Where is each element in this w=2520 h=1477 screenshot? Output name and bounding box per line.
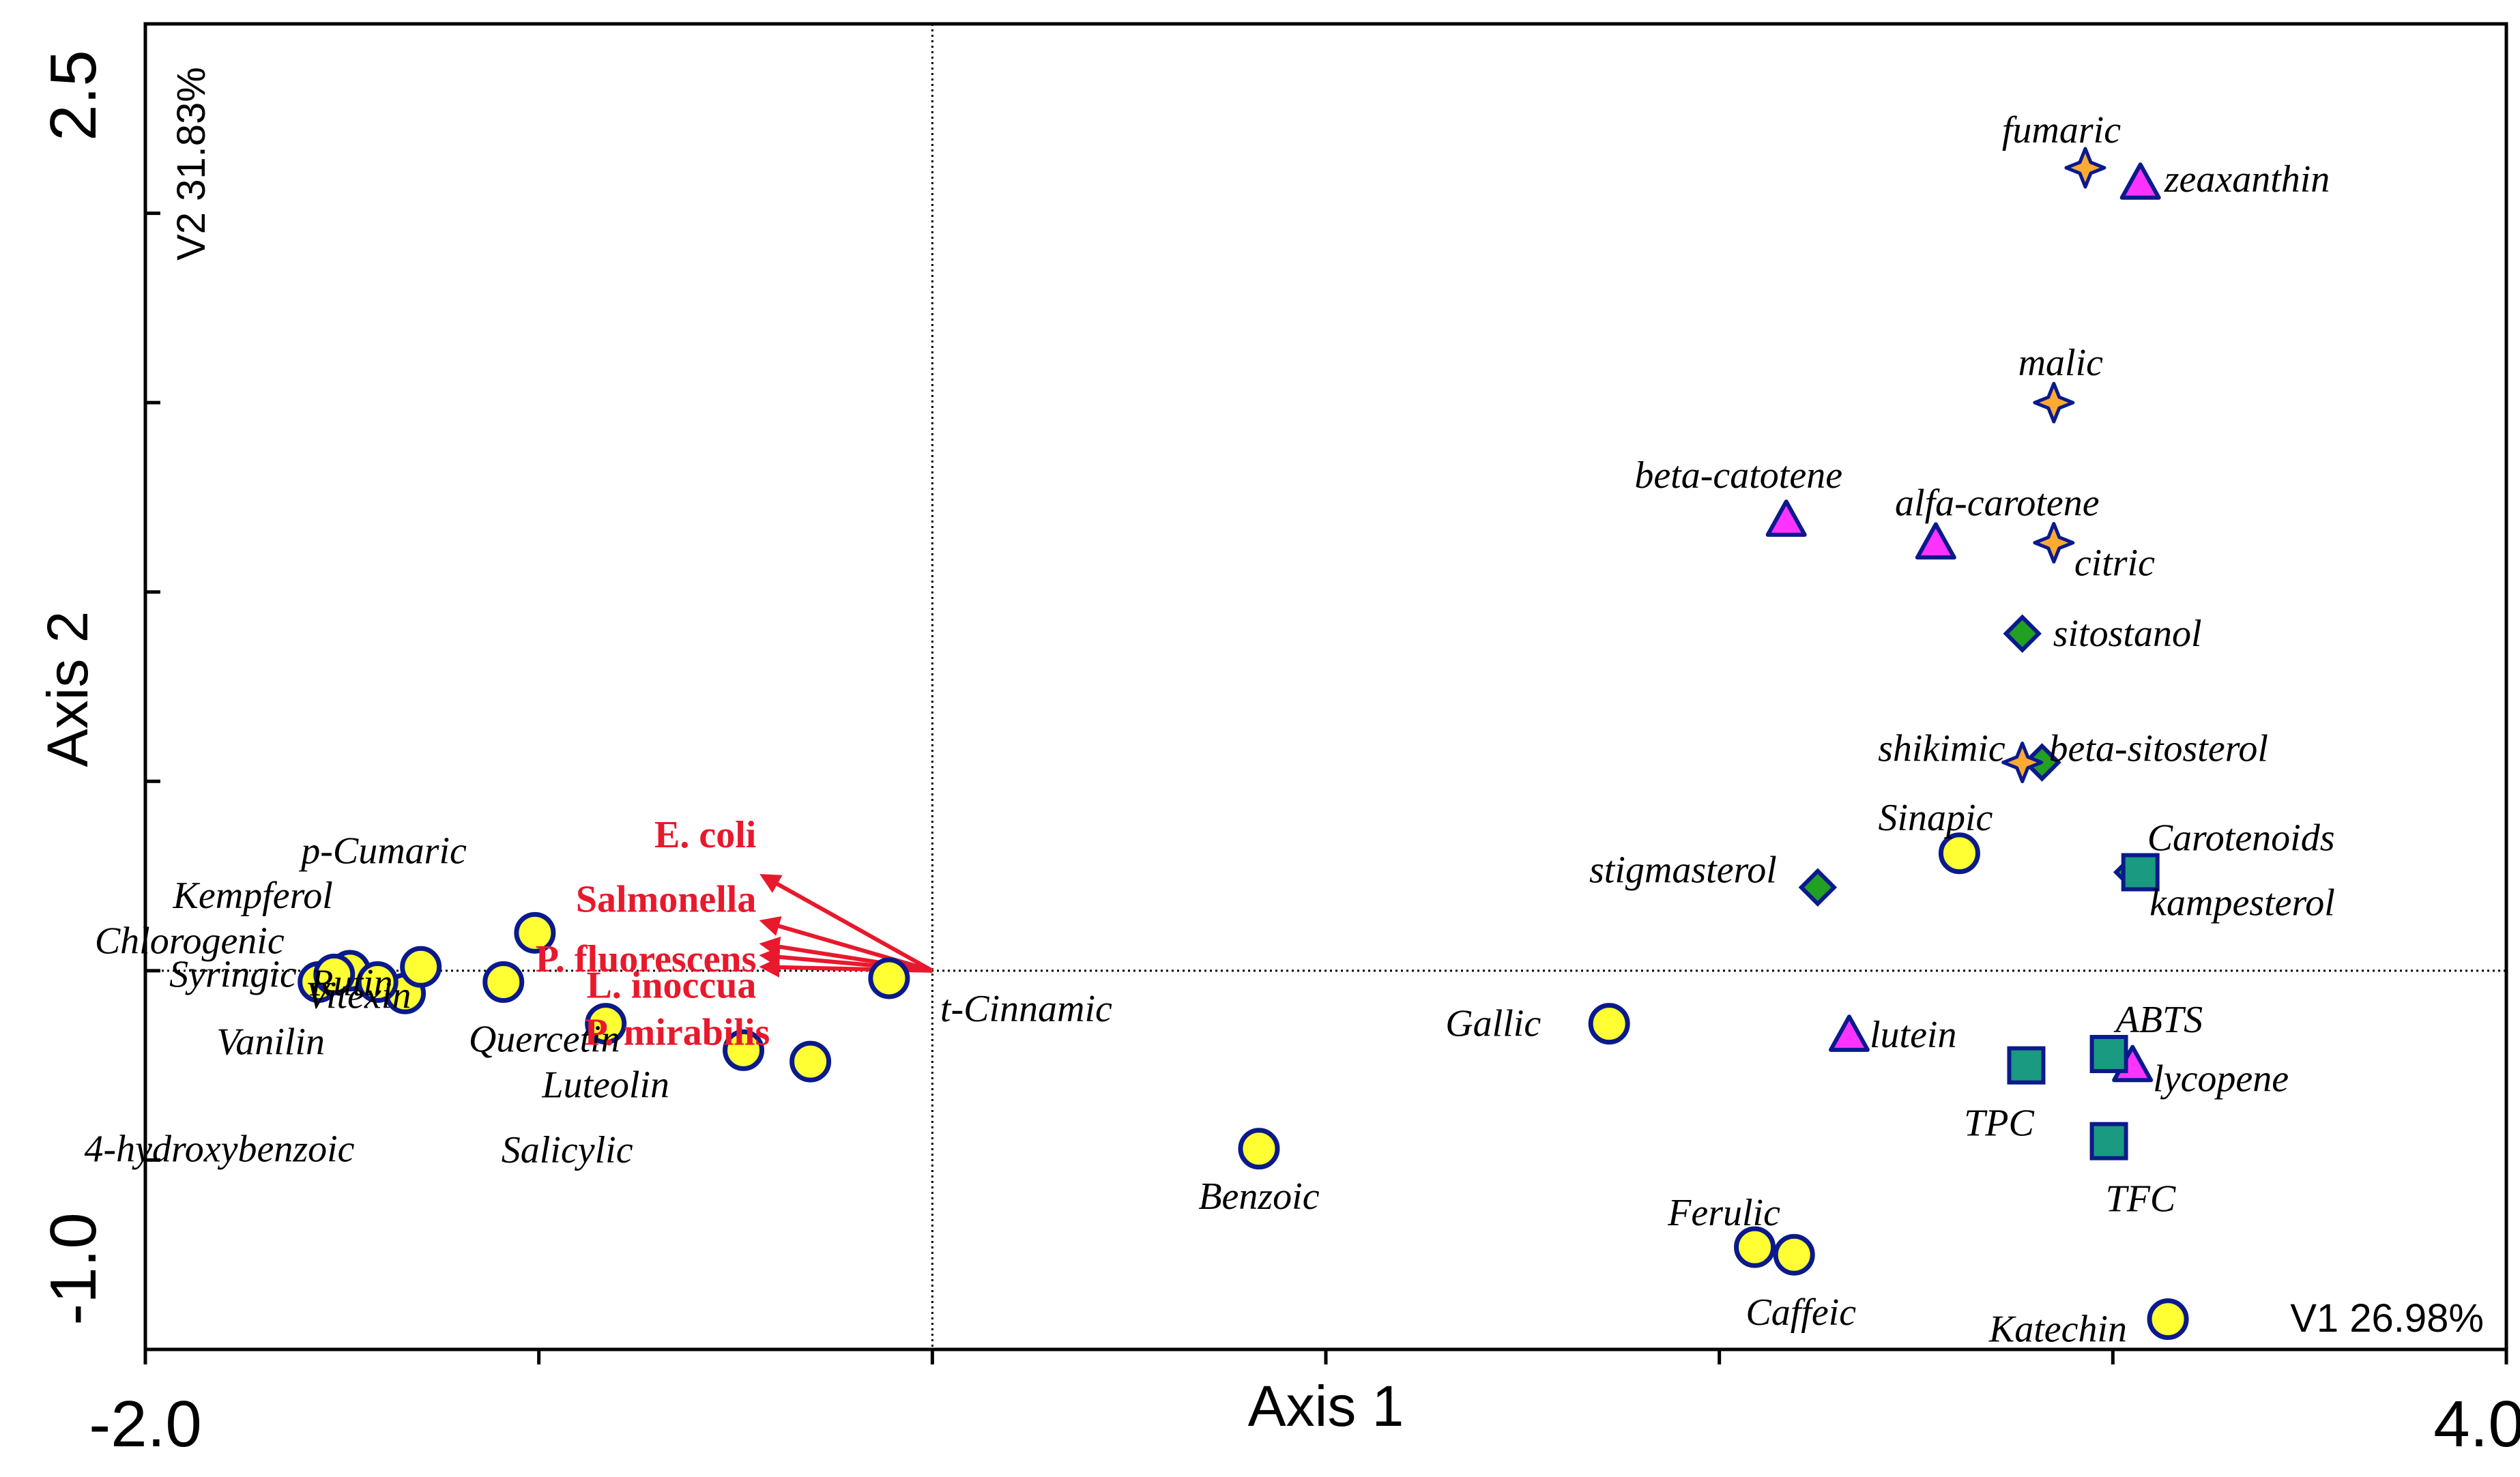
data-point-circle (356, 961, 399, 1004)
point-label: Kempferol (173, 875, 333, 917)
point-label: sitostanol (2053, 613, 2202, 655)
data-point-square (2007, 1046, 2046, 1085)
data-point-star (2064, 147, 2106, 189)
data-point-circle (1588, 1003, 1630, 1045)
data-point-square (2089, 1034, 2128, 1073)
data-point-triangle (2119, 162, 2161, 200)
point-label: p-Cumaric (298, 830, 467, 872)
point-label: beta-catotene (1634, 454, 1842, 497)
point-label: t-Cinnamic (940, 988, 1112, 1030)
y-tick-label: -1.0 (37, 1212, 110, 1325)
vector-label: P. mirabilis (585, 1011, 770, 1053)
point-label: kampesterol (2149, 882, 2335, 924)
data-point-triangle (1828, 1014, 1870, 1052)
x-tick-label: -2.0 (89, 1388, 201, 1461)
data-point-circle (1238, 1128, 1280, 1170)
vector-label: E. coli (654, 814, 756, 856)
vector-arrow (759, 916, 933, 973)
point-label: Sinapic (1878, 797, 1993, 839)
data-point-circle (723, 1029, 765, 1071)
point-label: TFC (2106, 1178, 2176, 1220)
point-label: Gallic (1445, 1003, 1541, 1045)
data-point-circle (585, 1003, 627, 1045)
data-point-triangle (1915, 522, 1956, 560)
data-point-circle (868, 957, 910, 999)
point-label: Rutin (309, 962, 392, 1004)
vector-arrow (759, 874, 933, 973)
point-label: lycopene (2153, 1058, 2289, 1100)
point-label: Syringic (169, 953, 297, 995)
data-point-square (2121, 853, 2160, 892)
data-point-circle (790, 1040, 832, 1083)
point-label: Vanilin (216, 1021, 325, 1063)
data-point-star (2001, 742, 2044, 784)
point-label: Katechin (1988, 1308, 2127, 1351)
x-tick-label: 4.0 (2433, 1388, 2520, 1461)
point-label: Ferulic (1667, 1192, 1780, 1234)
point-label: malic (2018, 342, 2104, 384)
y-axis-label: Axis 2 (35, 611, 100, 767)
point-label: Quercetin (469, 1019, 620, 1061)
point-label: TPC (1964, 1102, 2034, 1145)
plot-frame (143, 22, 2508, 1351)
data-point-circle (1938, 832, 1980, 875)
x-axis-label: Axis 1 (1248, 1374, 1404, 1438)
point-label: Vitexin (306, 975, 411, 1017)
point-label: Carotenoids (2147, 817, 2335, 860)
data-point-diamond (1798, 868, 1838, 907)
x-variance-label: V1 26.98% (2290, 1296, 2484, 1341)
point-label: stigmasterol (1589, 849, 1777, 892)
vector-label: Salmonella (576, 879, 756, 921)
point-label: zeaxanthin (2164, 158, 2330, 201)
data-point-circle (514, 911, 556, 954)
point-label: Benzoic (1198, 1175, 1319, 1218)
point-label: fumaric (2002, 109, 2121, 151)
point-label: 4-hydroxybenzoic (85, 1128, 355, 1170)
data-point-circle (1773, 1233, 1815, 1276)
point-label: lutein (1870, 1014, 1957, 1056)
data-point-square (2089, 1122, 2128, 1160)
point-label: citric (2074, 542, 2155, 585)
vector-label: L. inoccua (586, 965, 756, 1007)
data-point-circle (482, 961, 525, 1004)
data-point-star (2033, 522, 2075, 564)
point-label: Chlorogenic (95, 920, 285, 963)
point-label: ABTS (2113, 999, 2203, 1041)
data-point-diamond (2003, 614, 2042, 654)
point-label: Salicylic (502, 1129, 633, 1171)
vector-label: P. fluorescens (536, 938, 757, 980)
point-label: Caffeic (1746, 1291, 1856, 1334)
point-label: shikimic (1878, 728, 2005, 770)
data-point-circle (400, 946, 442, 988)
point-label: Luteolin (541, 1064, 669, 1107)
point-label: beta-sitosterol (2049, 728, 2268, 770)
data-point-circle (313, 953, 356, 995)
y-variance-label: V2 31.83% (169, 67, 214, 261)
data-point-circle (2147, 1298, 2189, 1341)
y-tick-label: 2.5 (37, 50, 110, 141)
data-point-star (2033, 381, 2075, 424)
point-label: alfa-carotene (1895, 482, 2100, 525)
data-point-triangle (1765, 499, 1807, 537)
data-point-circle (1734, 1226, 1776, 1268)
